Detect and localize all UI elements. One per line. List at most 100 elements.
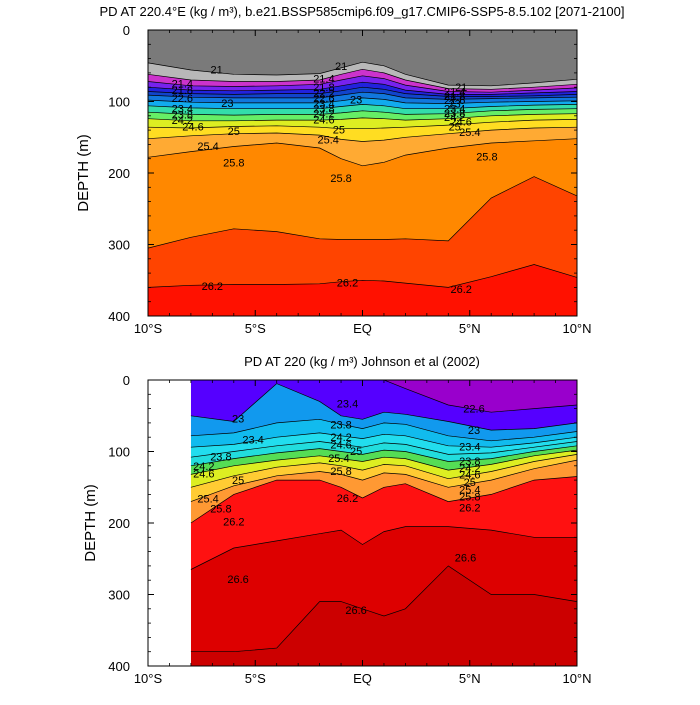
contour-label: 21.8 [172, 85, 193, 97]
density-band [190, 526, 577, 652]
isopycnal-line [190, 383, 578, 431]
isopycnal-line [147, 97, 578, 104]
contour-label: 24.6 [459, 469, 480, 481]
isopycnal-line [190, 418, 578, 442]
contour-label: 24.6 [450, 117, 471, 129]
y-tick-label: 200 [108, 166, 130, 181]
density-band [148, 127, 577, 166]
x-tick-label: 5°N [459, 321, 481, 336]
contour-labels: 2323.423.824.224.62525.425.826.223.423.8… [193, 399, 485, 618]
contour-label: 25.4 [197, 494, 218, 506]
isopycnal-line [190, 441, 578, 458]
contour-label: 24.6 [330, 439, 351, 451]
y-tick-label: 200 [108, 516, 130, 531]
contour-label: 23.8 [313, 104, 334, 116]
x-tick-label: 10°N [562, 321, 591, 336]
contour-label: 23 [232, 414, 244, 426]
contour-label: 26.2 [459, 502, 480, 514]
contour-label: 24.2 [444, 112, 465, 124]
contour-label: 21.8 [444, 91, 465, 103]
contour-label: 21.4 [313, 74, 334, 86]
density-band [148, 97, 577, 109]
contour-label: 26.2 [337, 493, 358, 505]
contour-label: 26.2 [223, 517, 244, 529]
isopycnal-line [147, 113, 578, 122]
x-tick-label: 10°N [562, 671, 591, 686]
contour-label: 22.6 [313, 93, 334, 105]
isopycnal-line [147, 75, 578, 93]
contour-label: 22.6 [172, 93, 193, 105]
contour-label: 25 [228, 126, 240, 138]
isopycnal-line [190, 459, 578, 502]
chart-panel-top: PD AT 220.4°E (kg / m³), b.e21.BSSP585cm… [75, 4, 625, 336]
contour-label: 25.4 [459, 127, 480, 139]
density-band [190, 419, 577, 448]
density-band [190, 432, 577, 458]
contour-label: 25.8 [210, 504, 231, 516]
contour-label: 24.6 [193, 469, 214, 481]
x-tick-label: 5°N [459, 671, 481, 686]
contour-label: 25.8 [459, 492, 480, 504]
density-band [148, 82, 577, 97]
contour-label: 23 [449, 99, 461, 111]
isopycnal-line [190, 565, 578, 653]
density-band [148, 30, 577, 86]
contour-label: 25 [232, 475, 244, 487]
contour-label: 23 [221, 98, 233, 110]
contour-label: 23.8 [444, 108, 465, 120]
density-band [190, 380, 577, 413]
isopycnal-line [147, 68, 578, 90]
density-band [190, 460, 577, 523]
isopycnal-line [147, 91, 578, 100]
contour-label: 25.4 [459, 484, 480, 496]
y-tick-label: 100 [108, 445, 130, 460]
isopycnal-line [190, 526, 577, 570]
isopycnal-line [190, 476, 578, 524]
contour-lines [147, 61, 578, 288]
contour-label: 21 [335, 61, 347, 73]
y-tick-label: 300 [108, 588, 130, 603]
isopycnal-line [147, 264, 578, 288]
contour-label: 23.4 [313, 99, 334, 111]
density-band [148, 75, 577, 95]
isopycnal-line [147, 86, 578, 97]
density-band [148, 108, 577, 121]
isopycnal-line [190, 432, 578, 448]
no-data-region [148, 380, 191, 666]
contour-label: 23.8 [172, 109, 193, 121]
density-band [148, 104, 577, 116]
y-tick-label: 0 [123, 23, 130, 38]
contour-label: 24.2 [330, 432, 351, 444]
density-band [148, 62, 577, 90]
contour-label: 26.2 [337, 277, 358, 289]
contour-label: 25.4 [197, 141, 218, 153]
x-tick-label: 10°S [134, 671, 163, 686]
x-tick-label: 5°S [245, 671, 266, 686]
contour-label: 23.8 [210, 452, 231, 464]
contour-label: 25.8 [223, 157, 244, 169]
contour-label: 23.4 [337, 399, 358, 411]
contour-label: 23.8 [330, 419, 351, 431]
y-tick-label: 300 [108, 238, 130, 253]
contour-label: 24.2 [172, 115, 193, 127]
contour-label: 23.4 [172, 104, 193, 116]
contour-label: 21.4 [444, 87, 465, 99]
density-band [148, 87, 577, 100]
y-tick-label: 0 [123, 373, 130, 388]
chart-panel-bottom: PD AT 220 (kg / m³) Johnson et al (2002)… [82, 354, 592, 686]
contour-label: 23 [350, 94, 362, 106]
contour-label: 23.4 [444, 104, 465, 116]
contour-label: 26.6 [455, 552, 476, 564]
isopycnal-line [147, 81, 578, 95]
contour-label: 23.4 [459, 442, 480, 454]
density-band [190, 445, 577, 475]
density-band [190, 380, 577, 431]
y-tick-label: 100 [108, 95, 130, 110]
density-band [190, 441, 577, 466]
contour-label: 25 [464, 477, 476, 489]
contour-label: 23 [468, 425, 480, 437]
density-band [148, 138, 577, 249]
isopycnal-line [147, 61, 578, 87]
contour-fills [148, 30, 577, 316]
contour-label: 21 [210, 64, 222, 76]
